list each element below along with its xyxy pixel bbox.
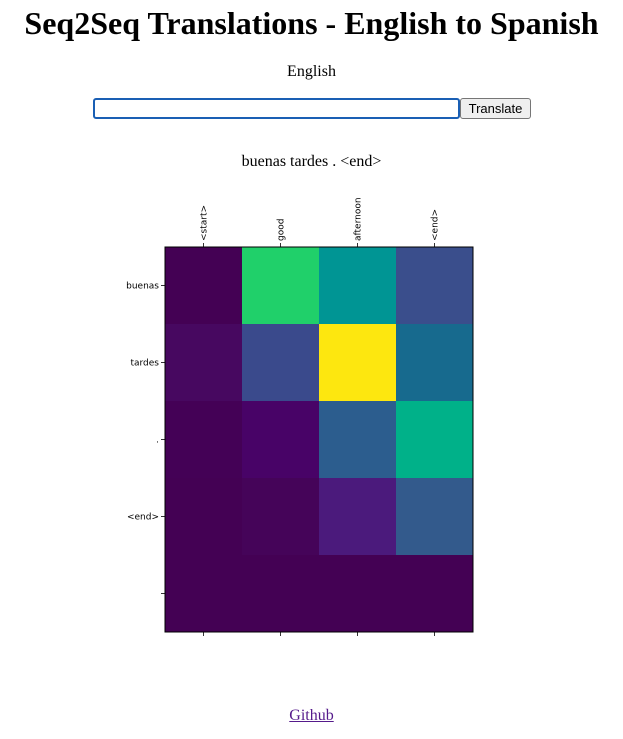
page-title: Seq2Seq Translations - English to Spanis… xyxy=(24,5,599,41)
heatmap-cell xyxy=(319,247,397,325)
x-tick-label: <end> xyxy=(431,209,441,241)
heatmap-cell xyxy=(319,401,397,479)
heatmap-cell xyxy=(396,555,474,633)
heatmap-cell xyxy=(319,555,397,633)
heatmap-cell xyxy=(396,247,474,325)
heatmap-cell xyxy=(396,478,474,556)
github-link[interactable]: Github xyxy=(289,707,334,724)
translation-output: buenas tardes . <end> xyxy=(241,153,382,170)
heatmap-cell xyxy=(242,247,320,325)
heatmap-cell xyxy=(165,555,243,633)
translate-button[interactable]: Translate xyxy=(460,98,531,119)
heatmap-cell xyxy=(165,478,243,556)
heatmap-cell xyxy=(242,324,320,402)
heatmap-cell xyxy=(242,555,320,633)
english-input[interactable] xyxy=(93,98,460,119)
attention-heatmap: <start> good afternoon <end> buenas tardes. <e… xyxy=(126,197,474,636)
y-tick-label: tardes xyxy=(130,359,159,369)
x-tick-label: <start> xyxy=(200,205,210,241)
heatmap-cell xyxy=(165,324,243,402)
heatmap-cell xyxy=(396,401,474,479)
heatmap-cell xyxy=(319,478,397,556)
x-tick-label: afternoon xyxy=(354,197,364,241)
heatmap-cell xyxy=(165,401,243,479)
heatmap-cell xyxy=(396,324,474,402)
footer: Github xyxy=(0,706,623,726)
y-tick-label: <end> xyxy=(127,513,159,523)
english-label: English xyxy=(287,63,336,80)
x-tick-label: good xyxy=(277,219,287,241)
heatmap-cell xyxy=(242,401,320,479)
heatmap-cell xyxy=(319,324,397,402)
heatmap-cell xyxy=(165,247,243,325)
y-tick-label: buenas xyxy=(126,282,159,292)
heatmap-cell xyxy=(242,478,320,556)
y-tick-label: . xyxy=(156,436,159,446)
